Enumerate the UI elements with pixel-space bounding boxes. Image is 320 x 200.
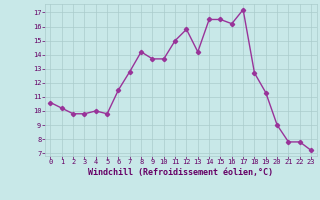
X-axis label: Windchill (Refroidissement éolien,°C): Windchill (Refroidissement éolien,°C) <box>88 168 273 177</box>
